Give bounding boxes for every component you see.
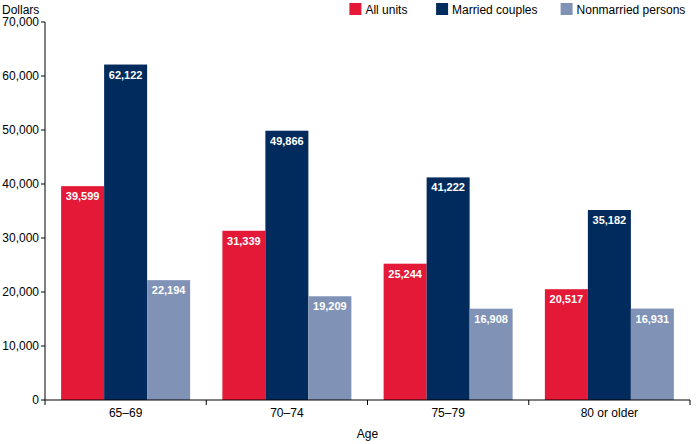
x-tick-label: 70–74	[270, 406, 304, 420]
x-tick-label: 65–69	[109, 406, 143, 420]
data-label: 31,339	[227, 235, 261, 247]
bar	[147, 280, 190, 400]
legend: All units Married couples Nonmarried perso…	[349, 3, 685, 17]
data-label: 16,931	[636, 313, 670, 325]
x-tick	[528, 400, 529, 405]
y-tick-label: 10,000	[2, 339, 39, 353]
bar	[384, 264, 427, 400]
y-tick-label: 60,000	[2, 69, 39, 83]
legend-label: Married couples	[452, 3, 537, 17]
x-tick-label: 75–79	[431, 406, 465, 420]
x-tick	[206, 400, 207, 405]
legend-swatch	[349, 3, 361, 15]
y-tick-label: 70,000	[2, 15, 39, 29]
y-tick	[41, 238, 45, 239]
data-label: 62,122	[109, 69, 143, 81]
bar	[631, 309, 674, 400]
data-labels: 39,599 31,339 25,244 20,517 62,122 49,866 41,2…	[66, 69, 669, 325]
bar	[308, 296, 351, 400]
data-label: 41,222	[431, 181, 465, 193]
data-label: 25,244	[388, 268, 423, 280]
data-label: 16,908	[474, 313, 508, 325]
data-label: 19,209	[313, 300, 347, 312]
data-label: 39,599	[66, 190, 100, 202]
legend-swatch	[561, 3, 573, 15]
legend-label: Nonmarried persons	[577, 3, 686, 17]
data-label: 22,194	[152, 284, 187, 296]
bar	[104, 65, 147, 400]
y-tick	[41, 22, 45, 23]
y-tick	[41, 400, 45, 401]
y-tick-label: 0	[32, 393, 39, 407]
bar	[222, 231, 265, 400]
y-tick	[41, 76, 45, 77]
legend-label: All units	[365, 3, 407, 17]
bar	[545, 289, 588, 400]
x-axis-label: Age	[357, 427, 379, 441]
y-tick	[41, 130, 45, 131]
data-label: 35,182	[593, 214, 627, 226]
y-tick	[41, 346, 45, 347]
x-tick	[690, 400, 691, 405]
x-tick-label: 80 or older	[581, 406, 638, 420]
bar	[588, 210, 631, 400]
legend-swatch	[436, 3, 448, 15]
bar	[265, 131, 308, 400]
y-tick	[41, 292, 45, 293]
data-label: 49,866	[270, 135, 304, 147]
bar	[427, 177, 470, 400]
y-tick	[41, 184, 45, 185]
x-tick	[45, 400, 46, 405]
x-tick	[367, 400, 368, 405]
y-tick-label: 50,000	[2, 123, 39, 137]
y-axis	[45, 22, 46, 400]
bar	[61, 186, 104, 400]
y-tick-label: 20,000	[2, 285, 39, 299]
y-tick-label: 30,000	[2, 231, 39, 245]
bars	[61, 65, 674, 400]
data-label: 20,517	[550, 293, 584, 305]
bar	[470, 309, 513, 400]
y-tick-label: 40,000	[2, 177, 39, 191]
chart: Dollars010,00020,00030,00040,00050,00060…	[0, 0, 698, 444]
